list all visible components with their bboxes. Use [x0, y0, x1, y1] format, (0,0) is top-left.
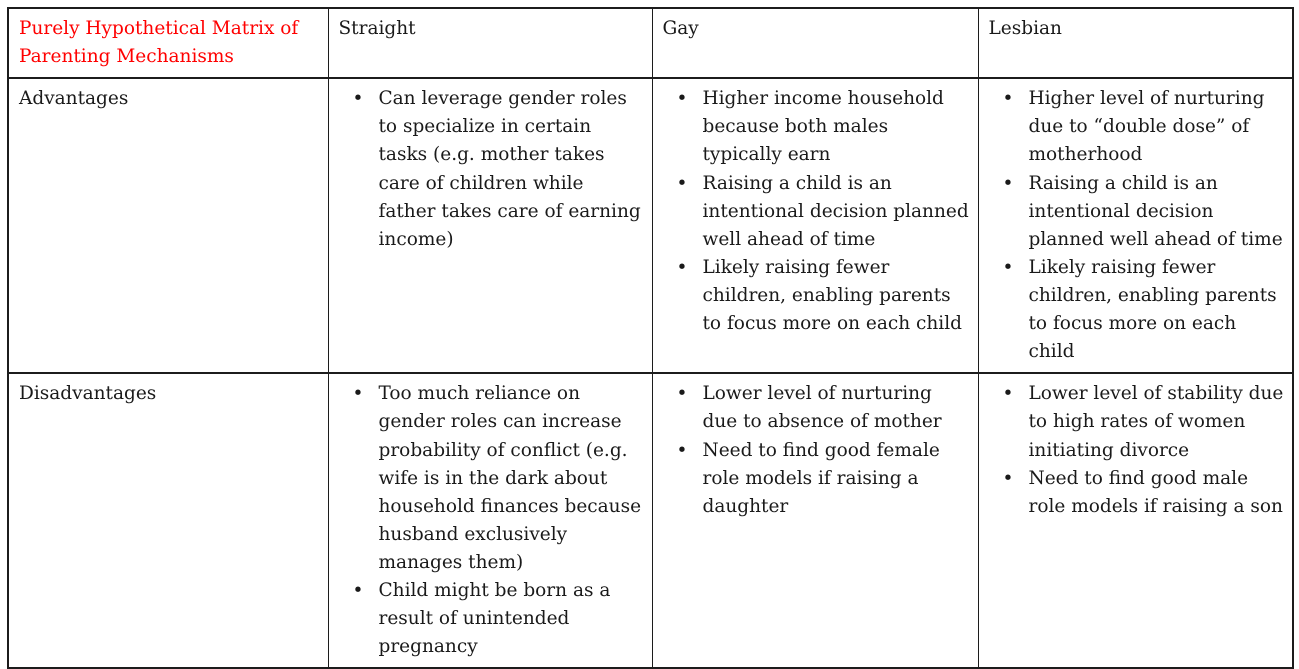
- bullet-list: Too much reliance on gender roles can in…: [339, 380, 644, 661]
- cell-disadvantages-gay: Lower level of nurturing due to absence …: [651, 372, 979, 669]
- advantages-row: Advantages Can leverage gender roles to …: [7, 77, 1294, 375]
- bullet-item: Raising a child is an intentional decisi…: [677, 170, 970, 254]
- bullet-item: Raising a child is an intentional decisi…: [1003, 170, 1285, 254]
- bullet-item: Can leverage gender roles to specialize …: [353, 85, 644, 254]
- column-header-lesbian: Lesbian: [977, 6, 1294, 80]
- bullet-list: Higher level of nurturing due to “double…: [989, 85, 1285, 366]
- page: Purely Hypothetical Matrix of Parenting …: [0, 0, 1299, 601]
- bullet-item: Likely raising fewer children, enabling …: [677, 254, 970, 338]
- bullet-item: Higher income household because both mal…: [677, 85, 970, 169]
- disadvantages-row: Disadvantages Too much reliance on gende…: [7, 372, 1294, 669]
- cell-disadvantages-straight: Too much reliance on gender roles can in…: [327, 372, 653, 669]
- bullet-item: Need to find good female role models if …: [677, 437, 970, 521]
- bullet-list: Lower level of nurturing due to absence …: [663, 380, 970, 521]
- parenting-matrix-table: Purely Hypothetical Matrix of Parenting …: [7, 6, 1294, 669]
- cell-disadvantages-lesbian: Lower level of stability due to high rat…: [977, 372, 1294, 669]
- row-label-disadvantages: Disadvantages: [7, 372, 329, 669]
- bullet-item: Likely raising fewer children, enabling …: [1003, 254, 1285, 366]
- column-header-gay: Gay: [651, 6, 979, 80]
- bullet-list: Higher income household because both mal…: [663, 85, 970, 338]
- bullet-list: Lower level of stability due to high rat…: [989, 380, 1285, 521]
- row-label-advantages: Advantages: [7, 77, 329, 375]
- bullet-item: Lower level of nurturing due to absence …: [677, 380, 970, 436]
- cell-advantages-straight: Can leverage gender roles to specialize …: [327, 77, 653, 375]
- bullet-item: Too much reliance on gender roles can in…: [353, 380, 644, 577]
- bullet-item: Lower level of stability due to high rat…: [1003, 380, 1285, 464]
- bullet-list: Can leverage gender roles to specialize …: [339, 85, 644, 254]
- bullet-item: Child might be born as a result of unint…: [353, 577, 644, 661]
- cell-advantages-gay: Higher income household because both mal…: [651, 77, 979, 375]
- bullet-item: Higher level of nurturing due to “double…: [1003, 85, 1285, 169]
- header-row: Purely Hypothetical Matrix of Parenting …: [7, 6, 1294, 80]
- bullet-item: Need to find good male role models if ra…: [1003, 465, 1285, 521]
- column-header-straight: Straight: [327, 6, 653, 80]
- cell-advantages-lesbian: Higher level of nurturing due to “double…: [977, 77, 1294, 375]
- table-title: Purely Hypothetical Matrix of Parenting …: [7, 6, 329, 80]
